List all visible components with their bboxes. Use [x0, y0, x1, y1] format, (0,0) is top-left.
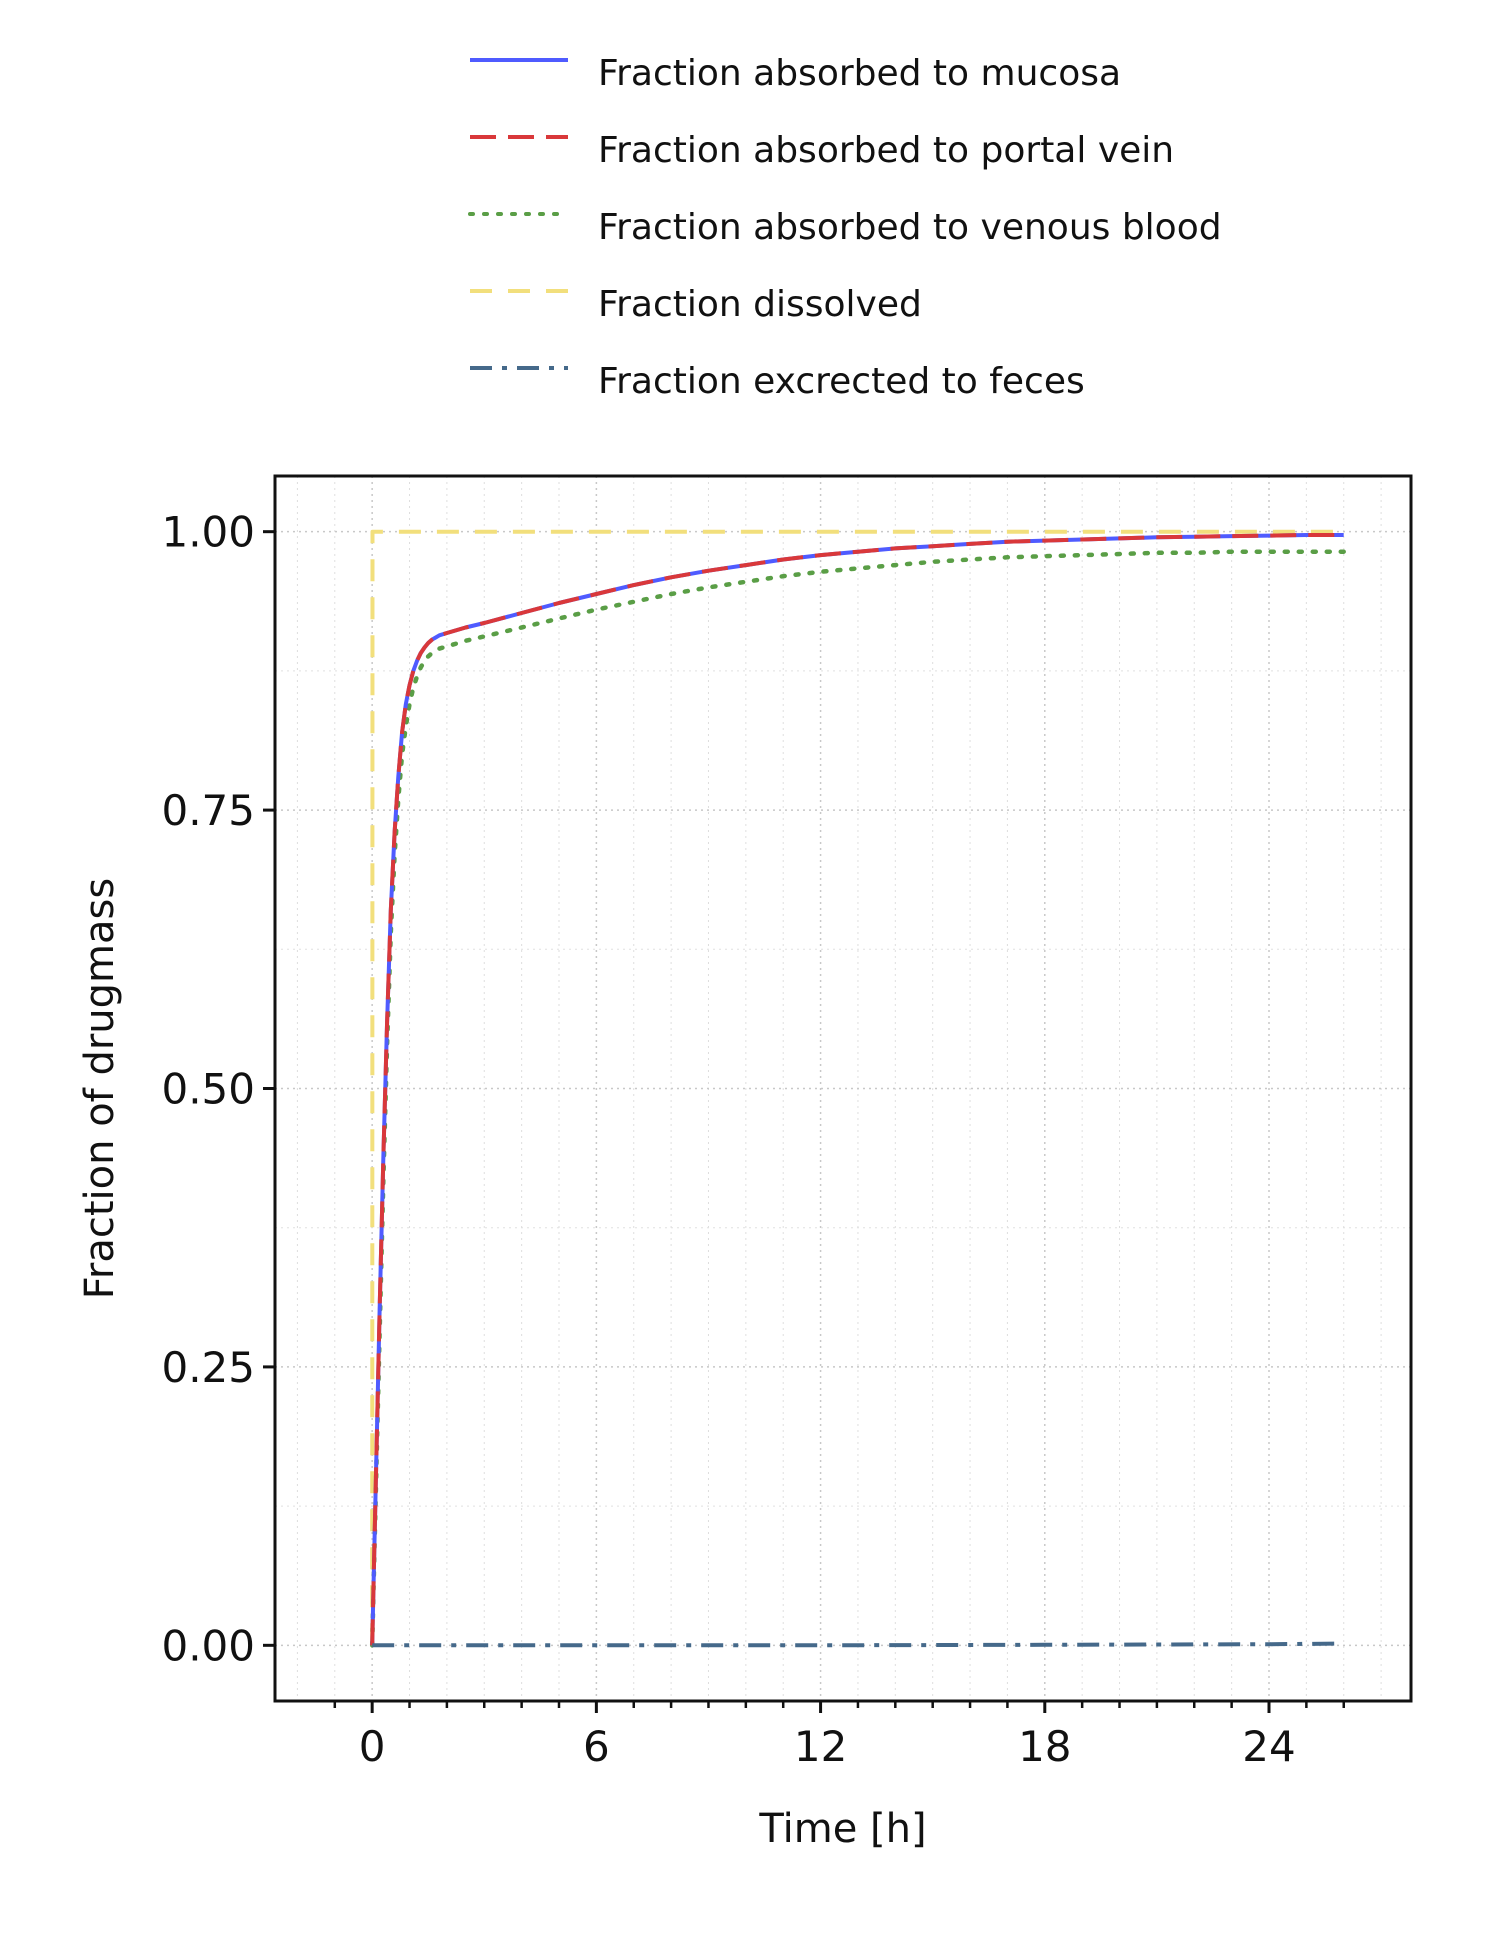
legend-label-0: Fraction absorbed to mucosa	[598, 53, 1121, 94]
legend-label-3: Fraction dissolved	[598, 284, 922, 325]
x-tick-label: 0	[359, 1722, 386, 1771]
series-line-1	[370, 533, 1344, 1646]
y-tick-label: 0.50	[161, 1065, 255, 1114]
y-tick-label: 0.25	[161, 1343, 255, 1392]
grid	[275, 476, 1411, 1701]
series-line-4	[372, 1641, 1344, 1648]
x-tick-label: 24	[1242, 1722, 1295, 1771]
y-tick-label: 0.00	[161, 1621, 255, 1670]
y-axis: 0.00 0.25 0.50 0.75 1.00	[161, 508, 275, 1670]
y-tick-label: 1.00	[161, 508, 255, 557]
y-tick-label: 0.75	[161, 786, 255, 835]
legend: Fraction absorbed to mucosa Fraction abso…	[468, 53, 1222, 402]
series-layer	[369, 529, 1346, 1648]
x-tick-label: 6	[583, 1722, 610, 1771]
series-line-3	[370, 529, 1344, 1646]
legend-label-2: Fraction absorbed to venous blood	[598, 207, 1222, 248]
y-axis-title: Fraction of drugmass	[77, 878, 123, 1299]
x-tick-label: 18	[1018, 1722, 1071, 1771]
x-axis-title: Time [h]	[758, 1806, 926, 1852]
series-line-2	[369, 549, 1346, 1648]
plot-frame	[273, 474, 1413, 1703]
x-tick-label: 12	[794, 1722, 847, 1771]
x-axis: 0 6 12 18 24	[333, 1701, 1345, 1771]
legend-label-4: Fraction excrected to feces	[598, 361, 1085, 402]
legend-label-1: Fraction absorbed to portal vein	[598, 130, 1174, 171]
